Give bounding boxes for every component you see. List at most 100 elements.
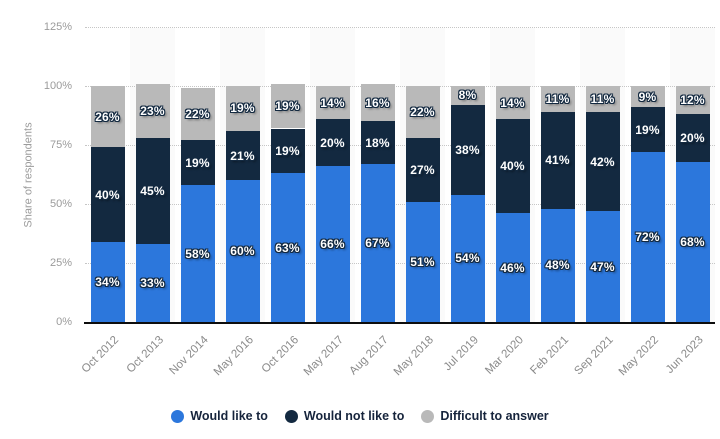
bar-may-2018: 51% 27% 22% (405, 27, 440, 322)
bar-value-label: 66% (320, 237, 345, 252)
bar-value-label: 54% (455, 251, 480, 266)
bar-value-label: 22% (410, 104, 435, 119)
segment-would-like-to[interactable]: 54% (450, 194, 485, 322)
bar-nov-2014: 58% 19% 22% (180, 27, 215, 322)
segment-would-not-like-to[interactable]: 42% (585, 111, 620, 212)
x-tick-label: Sep 2021 (572, 334, 616, 378)
segment-would-like-to[interactable]: 47% (585, 211, 620, 322)
y-tick-label: 100% (43, 80, 72, 92)
bar-value-label: 58% (185, 246, 210, 261)
segment-would-like-to[interactable]: 33% (135, 244, 170, 322)
gridline-125 (85, 27, 715, 28)
bar-value-label: 19% (275, 99, 300, 114)
bar-mar-2020: 46% 40% 14% (495, 27, 530, 322)
segment-would-like-to[interactable]: 58% (180, 185, 215, 322)
bar-jun-2023: 68% 20% 12% (675, 27, 710, 322)
segment-difficult-to-answer[interactable]: 12% (675, 86, 710, 115)
segment-difficult-to-answer[interactable]: 22% (405, 86, 440, 138)
bar-oct-2016: 63% 19% 19% (270, 27, 305, 322)
legend-swatch-would-not-like-to (284, 409, 298, 423)
segment-difficult-to-answer[interactable]: 14% (495, 86, 530, 120)
segment-difficult-to-answer[interactable]: 11% (540, 86, 575, 112)
segment-would-like-to[interactable]: 48% (540, 208, 575, 322)
y-tick-label: 125% (43, 21, 72, 33)
bar-may-2017: 66% 20% 14% (315, 27, 350, 322)
x-tick-label: Mar 2020 (483, 334, 526, 377)
legend: Would like to Would not like to Difficult … (0, 404, 720, 428)
legend-label: Difficult to answer (440, 409, 549, 423)
segment-would-like-to[interactable]: 67% (360, 163, 395, 322)
bar-feb-2021: 48% 41% 11% (540, 27, 575, 322)
gridline-25 (85, 263, 715, 264)
bar-value-label: 40% (95, 187, 120, 202)
bar-oct-2012: 34% 40% 26% (90, 27, 125, 322)
segment-would-not-like-to[interactable]: 19% (630, 107, 665, 153)
segment-would-not-like-to[interactable]: 20% (675, 114, 710, 162)
segment-would-like-to[interactable]: 68% (675, 161, 710, 322)
segment-would-like-to[interactable]: 46% (495, 213, 530, 322)
segment-would-like-to[interactable]: 51% (405, 201, 440, 322)
segment-would-like-to[interactable]: 63% (270, 173, 305, 322)
segment-would-not-like-to[interactable]: 38% (450, 104, 485, 195)
bar-value-label: 14% (320, 95, 345, 110)
segment-would-like-to[interactable]: 60% (225, 180, 260, 322)
legend-item-would-like-to[interactable]: Would like to (171, 409, 268, 423)
y-tick-label: 25% (49, 257, 72, 269)
bar-value-label: 18% (365, 135, 390, 150)
segment-would-like-to[interactable]: 72% (630, 152, 665, 322)
segment-difficult-to-answer[interactable]: 16% (360, 83, 395, 122)
segment-would-not-like-to[interactable]: 19% (180, 140, 215, 186)
legend-swatch-difficult-to-answer (421, 409, 435, 423)
bar-value-label: 45% (140, 184, 165, 199)
bar-sep-2021: 47% 42% 11% (585, 27, 620, 322)
bar-value-label: 27% (410, 162, 435, 177)
bar-oct-2013: 33% 45% 23% (135, 27, 170, 322)
segment-difficult-to-answer[interactable]: 19% (225, 86, 260, 131)
bar-value-label: 63% (275, 240, 300, 255)
segment-would-not-like-to[interactable]: 41% (540, 111, 575, 209)
segment-difficult-to-answer[interactable]: 9% (630, 86, 665, 108)
segment-would-not-like-to[interactable]: 18% (360, 121, 395, 164)
segment-difficult-to-answer[interactable]: 8% (450, 86, 485, 105)
bar-value-label: 8% (458, 88, 477, 103)
segment-difficult-to-answer[interactable]: 26% (90, 86, 125, 148)
segment-would-like-to[interactable]: 66% (315, 166, 350, 322)
segment-difficult-to-answer[interactable]: 11% (585, 86, 620, 112)
segment-difficult-to-answer[interactable]: 23% (135, 83, 170, 138)
segment-would-not-like-to[interactable]: 40% (90, 147, 125, 242)
segment-would-not-like-to[interactable]: 20% (315, 119, 350, 167)
segment-difficult-to-answer[interactable]: 22% (180, 88, 215, 141)
bar-may-2022: 72% 19% 9% (630, 27, 665, 322)
bar-value-label: 47% (590, 259, 615, 274)
bar-value-label: 9% (638, 89, 657, 104)
bar-value-label: 19% (635, 122, 660, 137)
segment-would-not-like-to[interactable]: 19% (270, 128, 305, 174)
legend-item-difficult-to-answer[interactable]: Difficult to answer (421, 409, 549, 423)
segment-would-not-like-to[interactable]: 45% (135, 137, 170, 245)
bar-jul-2019: 54% 38% 8% (450, 27, 485, 322)
bar-value-label: 19% (230, 101, 255, 116)
segment-difficult-to-answer[interactable]: 14% (315, 86, 350, 120)
legend-label: Would not like to (303, 409, 405, 423)
bar-value-label: 14% (500, 95, 525, 110)
legend-item-would-not-like-to[interactable]: Would not like to (284, 409, 405, 423)
x-tick-label: Nov 2014 (167, 334, 211, 378)
bar-aug-2017: 67% 18% 16% (360, 27, 395, 322)
bar-value-label: 33% (140, 276, 165, 291)
bar-value-label: 34% (95, 274, 120, 289)
segment-would-not-like-to[interactable]: 21% (225, 130, 260, 181)
x-tick-label: May 2018 (391, 334, 436, 379)
segment-would-not-like-to[interactable]: 27% (405, 137, 440, 202)
bar-value-label: 22% (185, 107, 210, 122)
x-axis-line (84, 322, 715, 324)
x-tick-label: Oct 2016 (259, 334, 301, 376)
segment-difficult-to-answer[interactable]: 19% (270, 83, 305, 129)
x-tick-label: Aug 2017 (347, 334, 391, 378)
y-tick-label: 75% (49, 139, 72, 151)
bar-may-2016: 60% 21% 19% (225, 27, 260, 322)
segment-would-not-like-to[interactable]: 40% (495, 119, 530, 214)
segment-would-like-to[interactable]: 34% (90, 241, 125, 322)
y-axis-title: Share of respondents (0, 27, 58, 322)
bar-value-label: 19% (275, 143, 300, 158)
